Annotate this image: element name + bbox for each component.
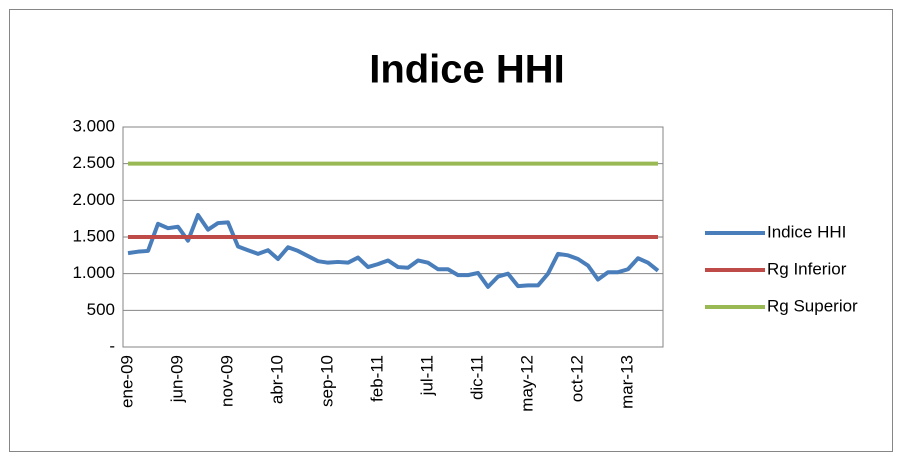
x-tick-label: jul-11 (417, 355, 436, 396)
plot-border (122, 126, 664, 348)
x-tick-label: dic-11 (467, 355, 486, 400)
x-tick-label: feb-11 (367, 355, 386, 402)
x-tick-label: jun-09 (167, 355, 186, 403)
x-tick-label: nov-09 (217, 355, 236, 407)
y-tick-label: - (109, 336, 115, 355)
series-line (127, 213, 660, 289)
legend-label: Indice HHI (767, 222, 846, 241)
y-tick-label: 1.500 (72, 226, 115, 245)
y-tick-label: 3.000 (72, 116, 115, 135)
chart-title: Indice HHI (369, 48, 565, 92)
y-tick-label: 2.000 (72, 190, 115, 209)
x-tick-label: sep-10 (317, 355, 336, 407)
y-tick-label: 500 (87, 300, 115, 319)
legend-label: Rg Inferior (767, 259, 847, 278)
y-tick-label: 1.000 (72, 263, 115, 282)
y-tick-label: 2.500 (72, 153, 115, 172)
x-tick-label: may-12 (517, 355, 536, 412)
x-tick-label: ene-09 (117, 355, 136, 408)
x-tick-label: abr-10 (267, 355, 286, 404)
x-tick-label: mar-13 (617, 355, 636, 409)
legend-label: Rg Superior (767, 296, 858, 315)
x-tick-label: oct-12 (567, 355, 586, 402)
